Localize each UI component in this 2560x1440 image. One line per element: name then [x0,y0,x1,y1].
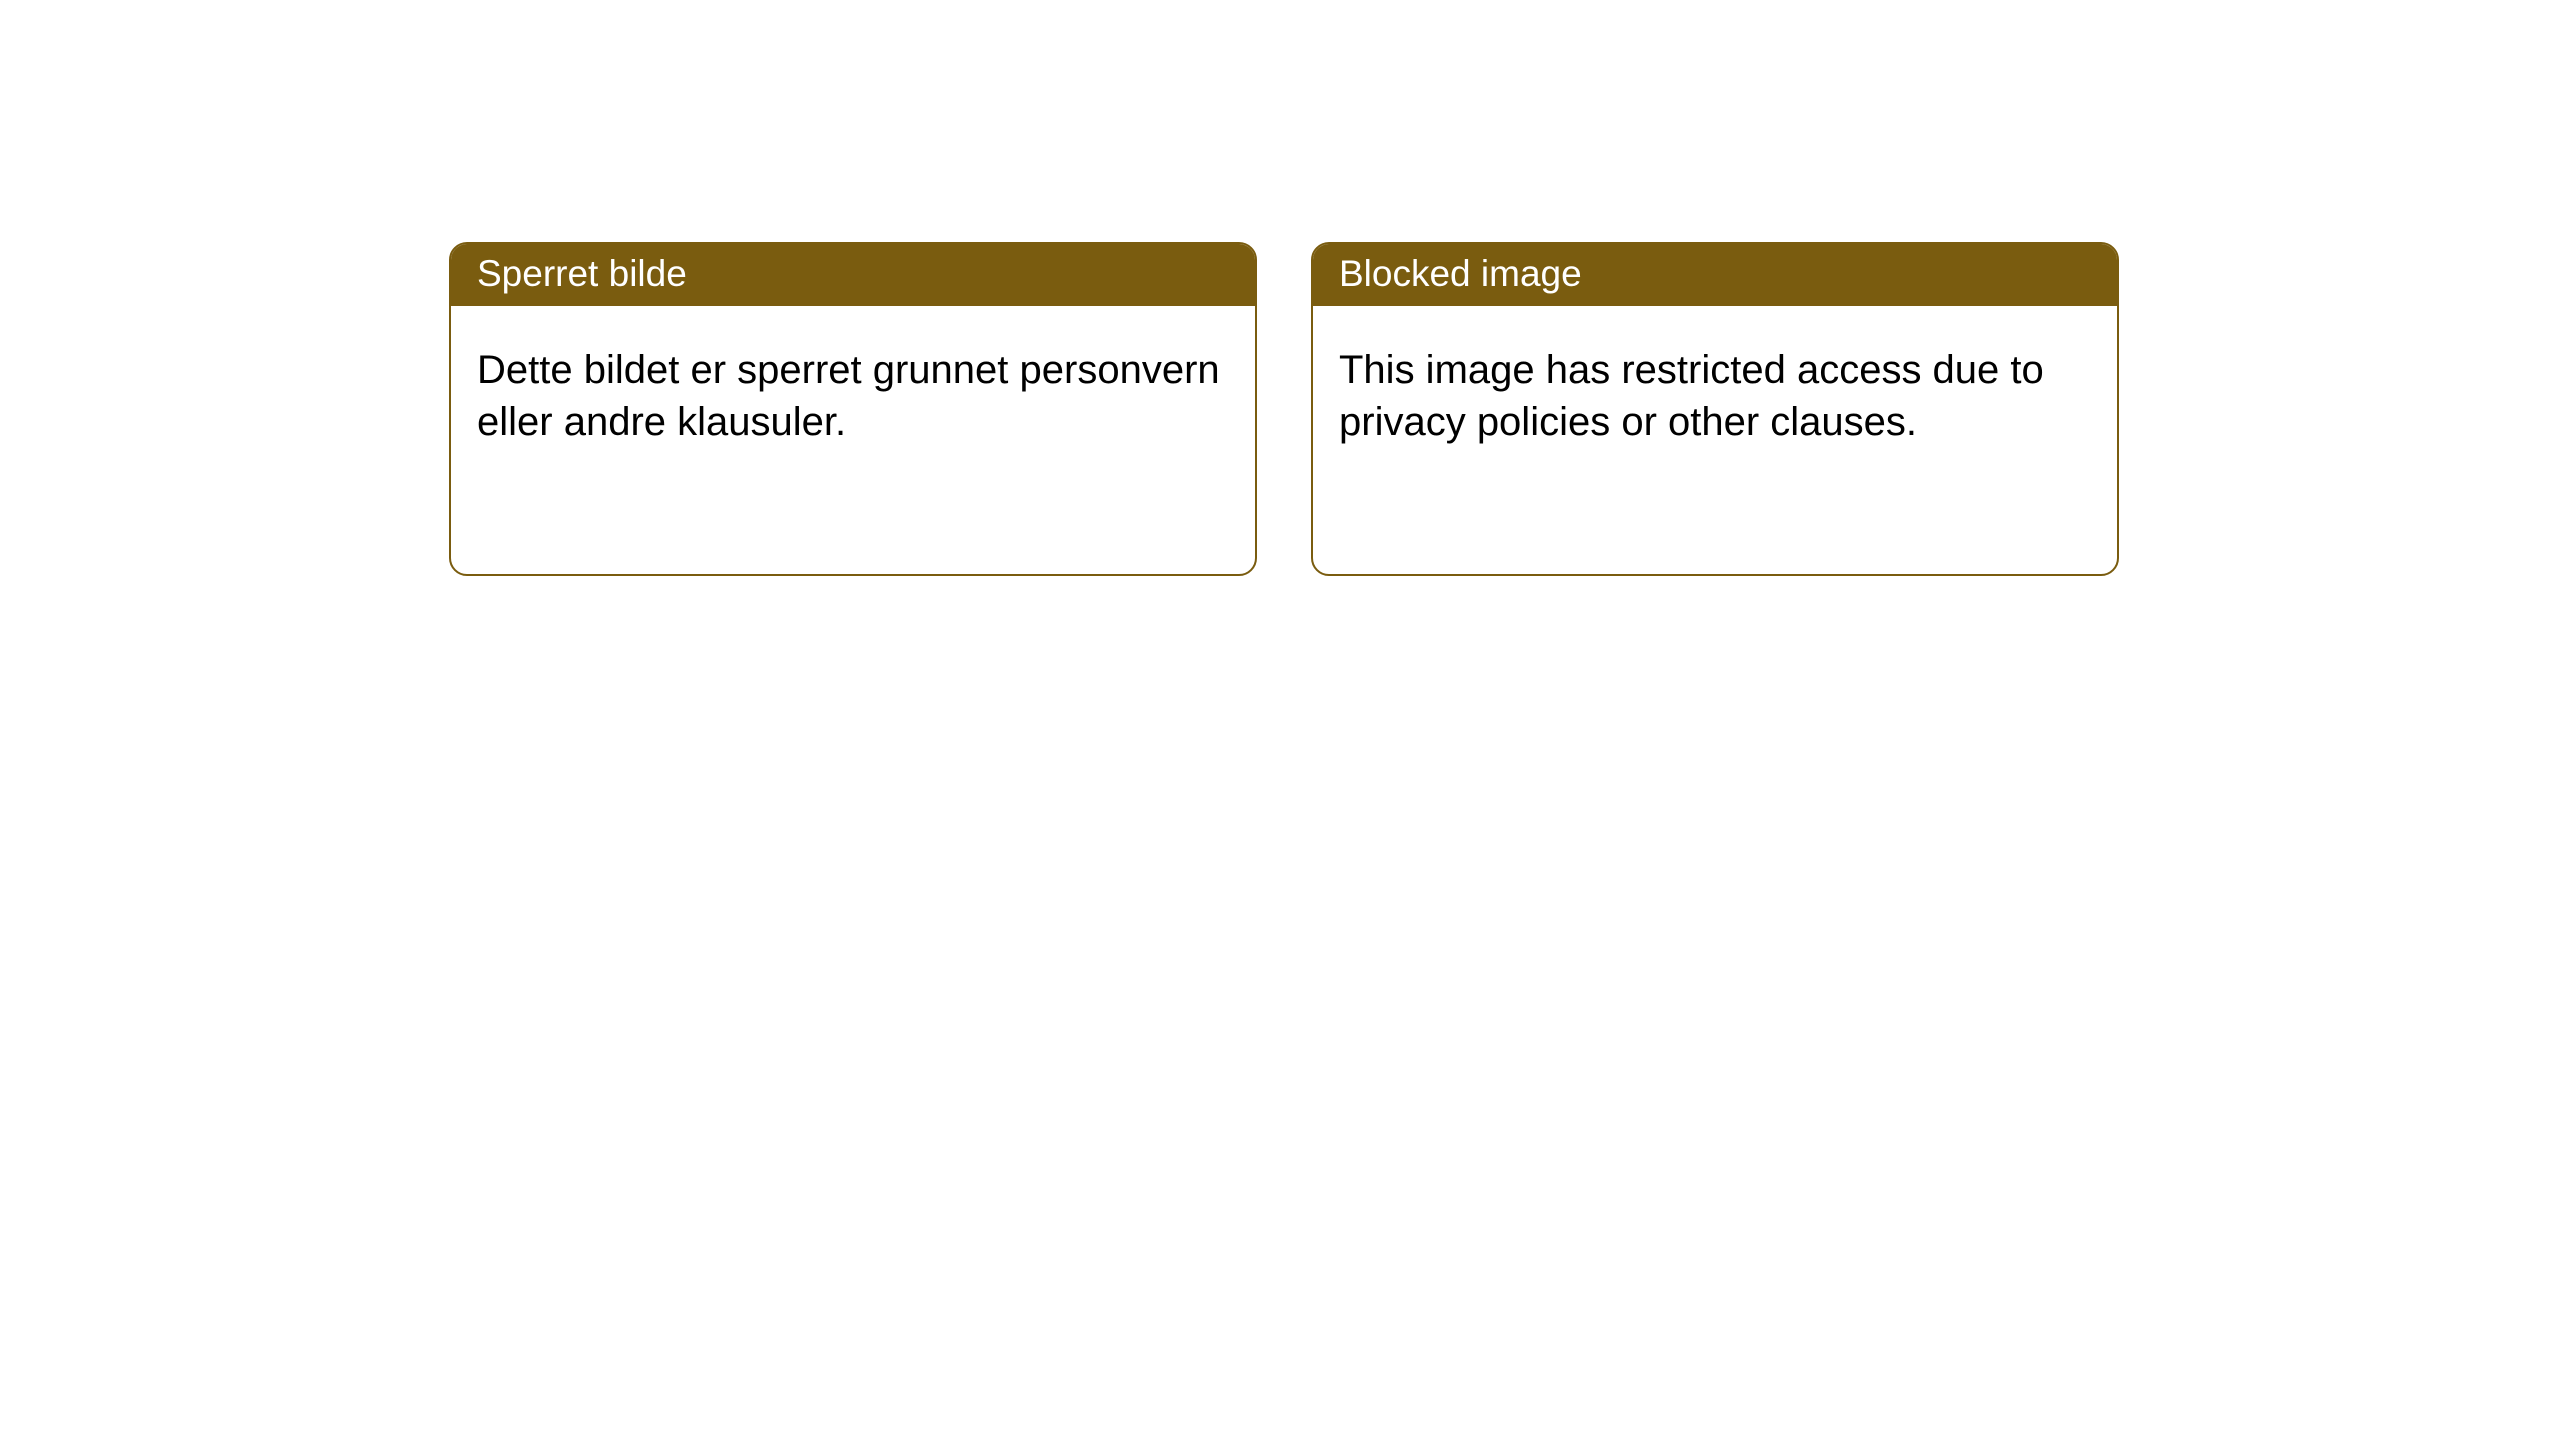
panel-title-norwegian: Sperret bilde [451,244,1255,306]
notice-panel-english: Blocked image This image has restricted … [1311,242,2119,576]
panel-title-english: Blocked image [1313,244,2117,306]
notice-panel-norwegian: Sperret bilde Dette bildet er sperret gr… [449,242,1257,576]
notice-panels-container: Sperret bilde Dette bildet er sperret gr… [449,242,2119,576]
panel-body-norwegian: Dette bildet er sperret grunnet personve… [451,306,1255,474]
panel-body-english: This image has restricted access due to … [1313,306,2117,474]
